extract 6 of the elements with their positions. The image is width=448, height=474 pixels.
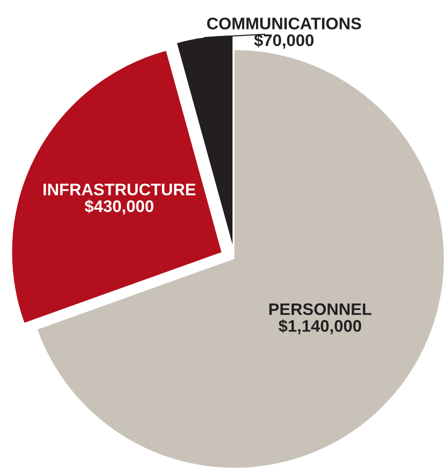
slice-label: PERSONNEL [269, 303, 372, 316]
slice-label: INFRASTRUCTURE [44, 184, 196, 196]
data-label: $70,000 [254, 34, 314, 49]
data-label: $1,140,000 [278, 319, 362, 334]
slice-label: COMMUNICATIONS [207, 18, 362, 30]
data-label: $430,000 [84, 200, 154, 215]
